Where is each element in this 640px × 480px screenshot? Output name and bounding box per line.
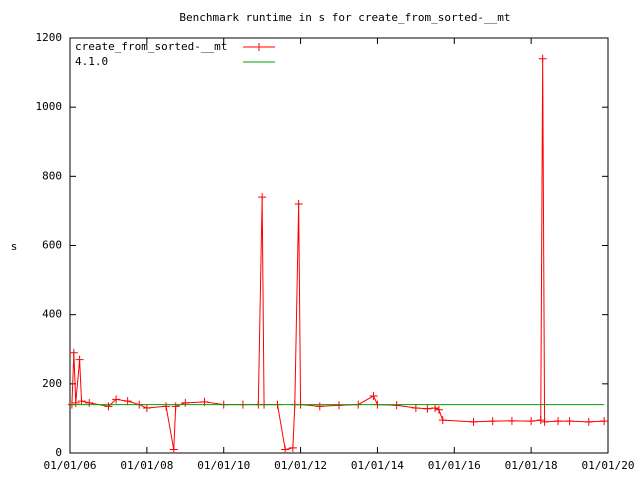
x-tick-label: 01/01/18 xyxy=(505,459,558,472)
y-tick-label: 0 xyxy=(55,446,62,459)
point-marker xyxy=(540,417,549,426)
point-marker xyxy=(423,404,432,413)
point-marker xyxy=(565,417,574,426)
point-marker xyxy=(255,43,263,51)
point-marker xyxy=(104,402,113,411)
y-axis-label: s xyxy=(11,240,18,253)
point-marker xyxy=(584,417,593,426)
point-marker xyxy=(171,402,180,411)
y-tick-label: 400 xyxy=(42,308,62,321)
point-marker xyxy=(77,397,86,406)
x-tick-label: 01/01/10 xyxy=(197,459,250,472)
point-marker xyxy=(85,398,94,407)
y-tick-label: 200 xyxy=(42,377,62,390)
point-marker xyxy=(488,417,497,426)
point-marker xyxy=(162,402,171,411)
chart-title: Benchmark runtime in s for create_from_s… xyxy=(179,11,510,24)
plot-frame xyxy=(69,37,609,454)
x-tick-label: 01/01/14 xyxy=(351,459,404,472)
x-tick-label: 01/01/08 xyxy=(120,459,173,472)
y-tick-label: 800 xyxy=(42,169,62,182)
point-marker xyxy=(434,405,443,414)
point-marker xyxy=(69,348,78,357)
x-tick-label: 01/01/06 xyxy=(44,459,97,472)
point-marker xyxy=(142,404,151,413)
point-marker xyxy=(411,404,420,413)
point-marker xyxy=(600,417,609,426)
point-marker xyxy=(75,355,84,364)
point-marker xyxy=(392,401,401,410)
series-line xyxy=(71,58,605,451)
point-marker xyxy=(438,416,447,425)
point-marker xyxy=(294,200,303,208)
point-marker xyxy=(112,395,121,404)
point-marker xyxy=(123,397,132,406)
y-tick-label: 1000 xyxy=(36,100,63,113)
point-marker xyxy=(315,402,324,411)
legend-label: 4.1.0 xyxy=(75,55,108,68)
point-marker xyxy=(369,391,378,400)
point-marker xyxy=(527,417,536,426)
y-tick-label: 600 xyxy=(42,239,62,252)
y-tick-label: 1200 xyxy=(36,31,63,44)
point-marker xyxy=(181,398,190,407)
point-marker xyxy=(431,404,440,413)
point-marker xyxy=(288,443,297,452)
point-marker xyxy=(554,417,563,426)
point-marker xyxy=(536,416,545,425)
legend-label: create_from_sorted-__mt xyxy=(75,40,227,53)
point-marker xyxy=(169,445,178,454)
point-marker xyxy=(469,417,478,426)
point-marker xyxy=(335,401,343,410)
x-tick-label: 01/01/20 xyxy=(582,459,635,472)
point-marker xyxy=(71,398,80,407)
point-marker xyxy=(507,416,516,425)
point-marker xyxy=(538,54,547,63)
point-marker xyxy=(281,445,290,454)
point-marker xyxy=(258,193,267,202)
x-tick-label: 01/01/16 xyxy=(428,459,481,472)
x-tick-label: 01/01/12 xyxy=(274,459,327,472)
